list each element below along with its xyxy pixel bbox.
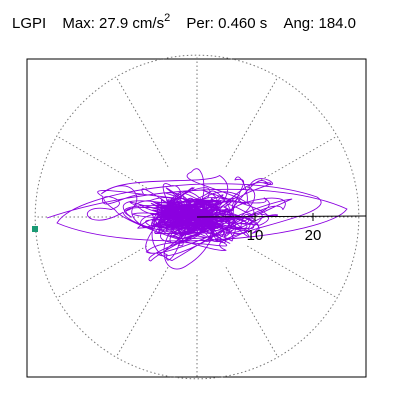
max-label: Max: xyxy=(62,15,95,32)
ang-value: 184.0 xyxy=(318,15,357,32)
start-marker xyxy=(32,226,38,232)
station-label: LGPI xyxy=(12,15,47,32)
radial-tick-label-10: 10 xyxy=(247,227,264,244)
trace-core xyxy=(150,199,224,235)
grid-spoke-150 xyxy=(56,135,148,189)
direction-line xyxy=(196,215,367,218)
max-unit-exponent: 2 xyxy=(164,12,171,24)
grid-spoke-330 xyxy=(246,245,338,299)
grid-spoke-240 xyxy=(115,266,169,358)
per-label: Per: xyxy=(186,15,214,32)
radial-axis: 10 20 xyxy=(196,213,367,244)
grid-spoke-60 xyxy=(225,76,279,168)
ang-label: Ang: xyxy=(283,15,315,32)
chart-header: LGPI Max: 27.9 cm/s2 Per: 0.460 s Ang: 1… xyxy=(12,12,357,35)
grid-spoke-120 xyxy=(115,76,169,168)
max-value: 27.9 cm/s xyxy=(99,15,165,32)
grid-spoke-210 xyxy=(56,245,148,299)
grid-spoke-30 xyxy=(246,135,338,189)
per-value: 0.460 s xyxy=(218,15,268,32)
grid-circle xyxy=(34,54,360,380)
polar-grid xyxy=(34,54,360,380)
radial-tick-label-20: 20 xyxy=(305,227,322,244)
grid-spoke-300 xyxy=(225,266,279,358)
motion-trace xyxy=(46,168,348,270)
